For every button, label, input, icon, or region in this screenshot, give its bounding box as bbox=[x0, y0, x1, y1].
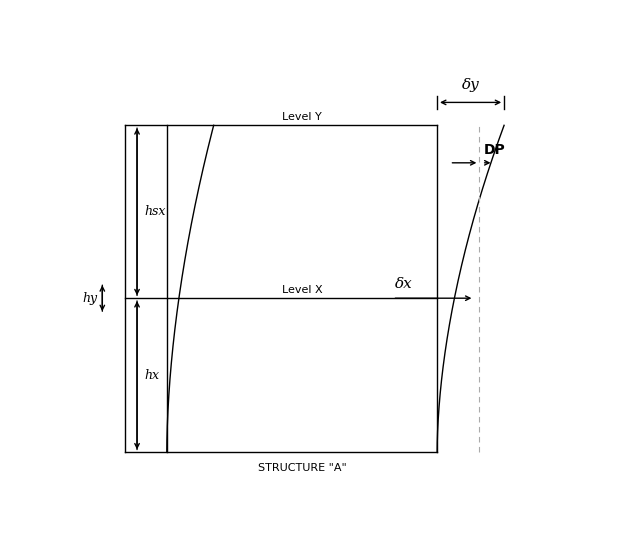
Text: δy: δy bbox=[461, 78, 479, 92]
Text: hy: hy bbox=[82, 292, 97, 305]
Text: hx: hx bbox=[145, 369, 159, 382]
Text: DP: DP bbox=[484, 143, 506, 156]
Text: Level X: Level X bbox=[282, 285, 323, 295]
Text: STRUCTURE "A": STRUCTURE "A" bbox=[257, 463, 346, 473]
Text: δx: δx bbox=[395, 276, 413, 291]
Text: hsx: hsx bbox=[145, 205, 166, 218]
Text: Level Y: Level Y bbox=[282, 112, 322, 122]
